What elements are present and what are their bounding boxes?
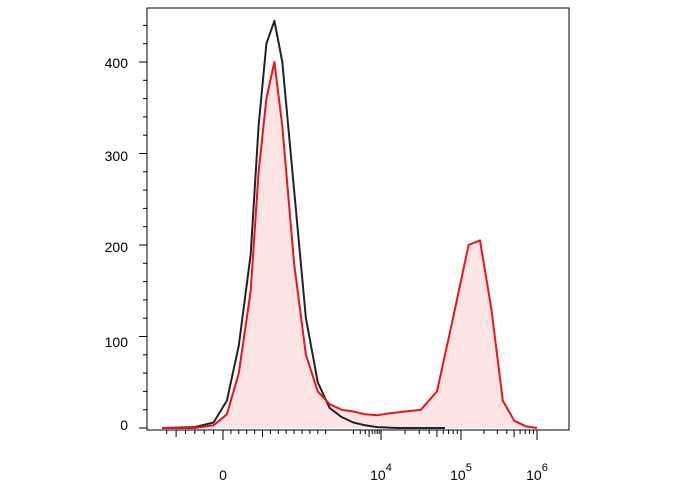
control-series-line — [161, 19, 445, 429]
y-tick-label-200: 200 — [105, 239, 129, 255]
y-tick-label-400: 400 — [105, 55, 129, 71]
stained-series-fill — [162, 62, 537, 428]
x-tick-label-1e6: 106 — [526, 462, 548, 483]
x-tick-label-1e4: 104 — [370, 462, 392, 483]
y-tick-label-0: 0 — [120, 417, 128, 433]
y-tick-label-100: 100 — [105, 334, 129, 350]
y-tick-label-300: 300 — [105, 148, 129, 164]
plot-frame — [146, 7, 570, 431]
stained-series-line — [162, 61, 538, 429]
x-tick-label-1e5: 105 — [450, 462, 472, 483]
x-tick-label-zero: 0 — [219, 467, 227, 483]
